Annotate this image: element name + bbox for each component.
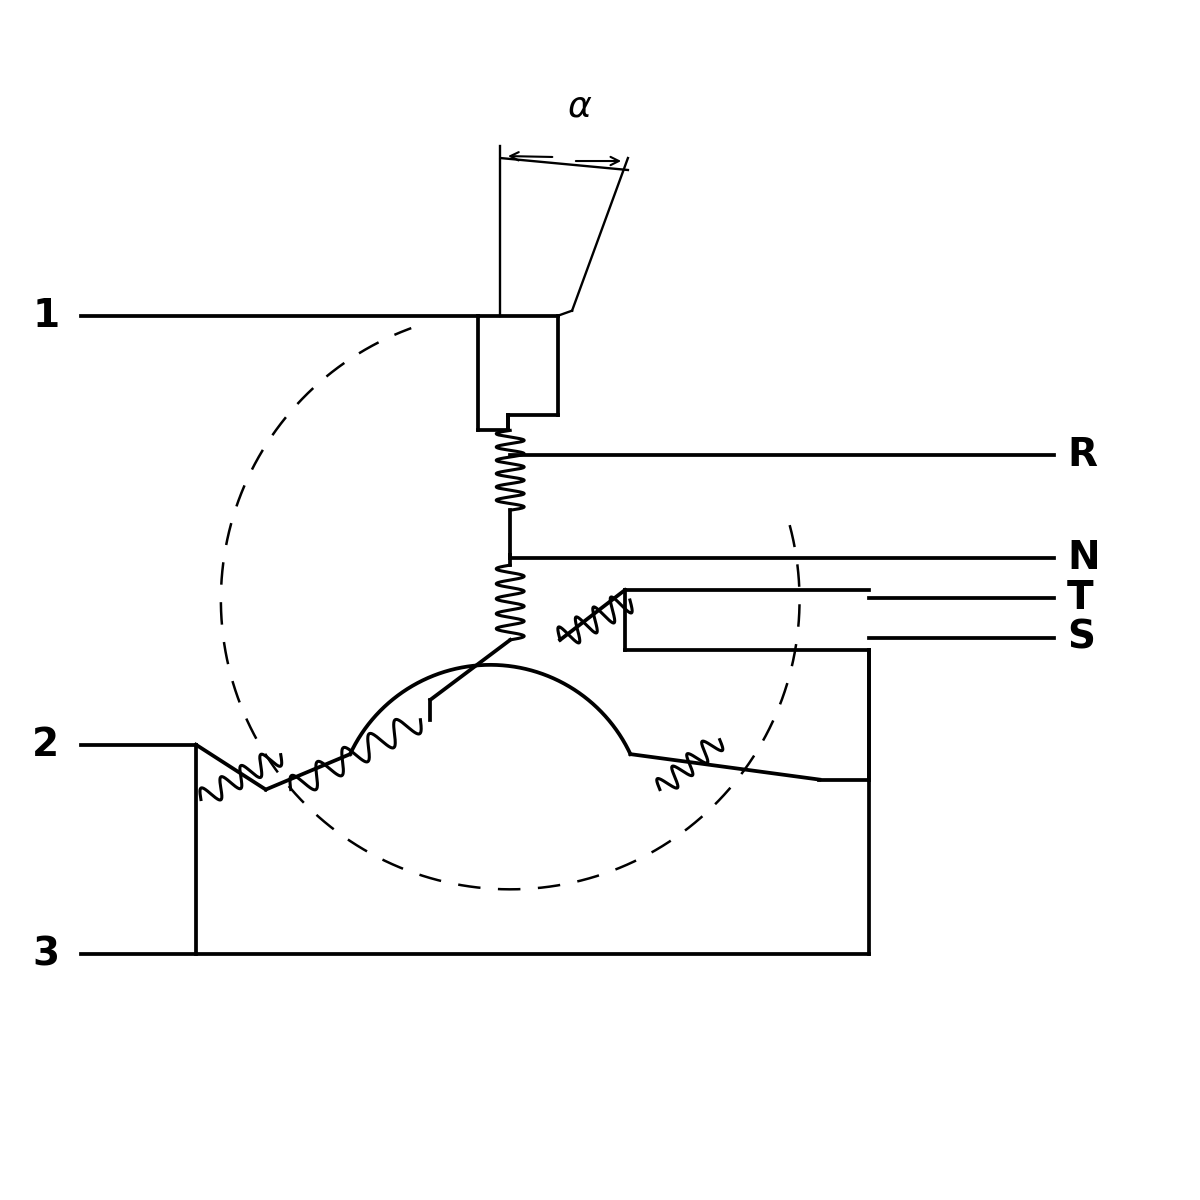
Text: R: R: [1067, 437, 1097, 474]
Text: 2: 2: [32, 726, 59, 763]
Text: N: N: [1067, 539, 1099, 577]
Text: S: S: [1067, 619, 1094, 656]
Text: 1: 1: [32, 296, 59, 335]
Text: 3: 3: [32, 935, 59, 973]
Text: T: T: [1067, 580, 1093, 617]
Text: $\alpha$: $\alpha$: [568, 89, 593, 124]
